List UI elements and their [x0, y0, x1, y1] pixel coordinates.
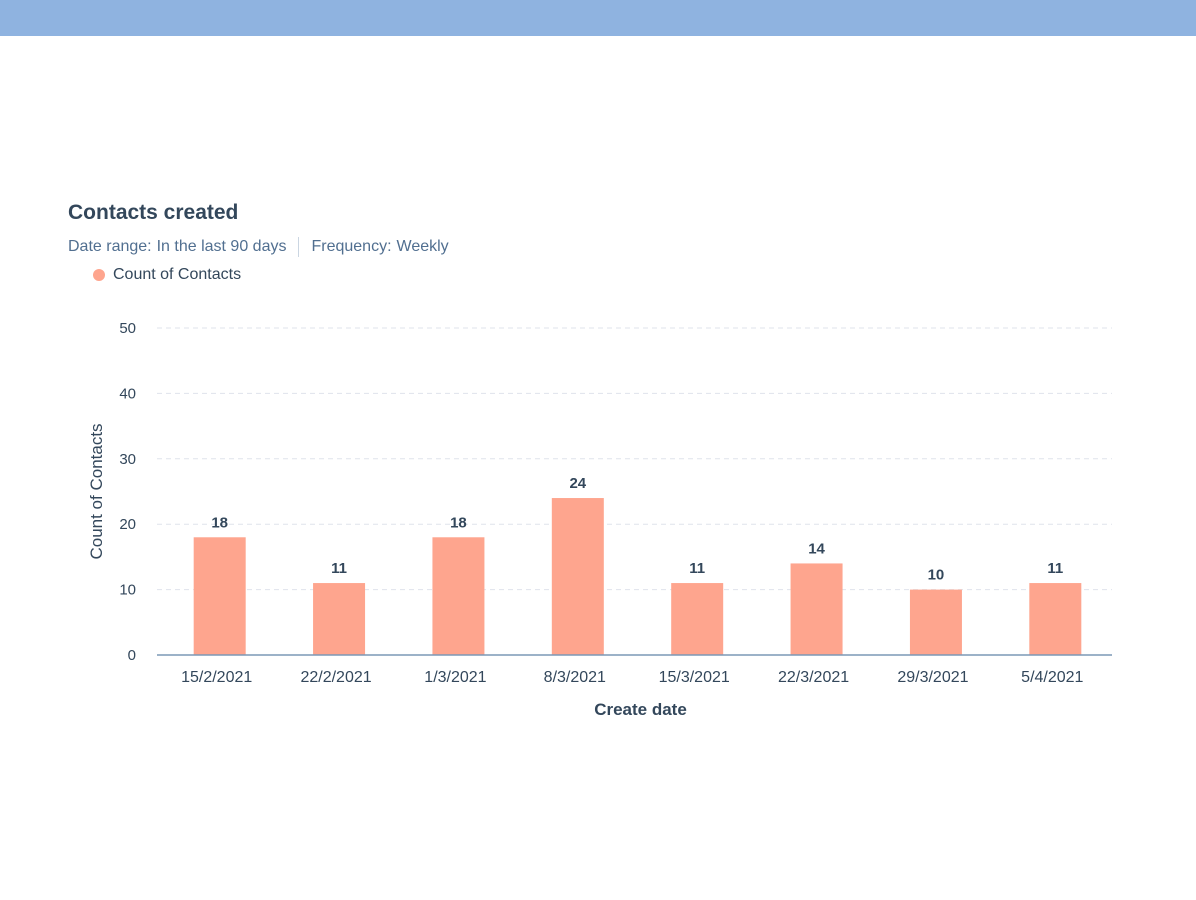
x-tick-label: 15/3/2021 — [659, 669, 730, 686]
x-tick-label: 15/2/2021 — [181, 669, 252, 686]
x-tick-label: 22/2/2021 — [300, 669, 371, 686]
x-tick-label: 5/4/2021 — [1021, 669, 1083, 686]
x-tick-label: 1/3/2021 — [424, 669, 486, 686]
x-tick-label: 29/3/2021 — [897, 669, 968, 686]
y-tick-label: 0 — [128, 647, 136, 664]
y-tick-label: 50 — [119, 320, 136, 337]
bar[interactable] — [432, 537, 485, 655]
bar[interactable] — [909, 589, 962, 655]
x-tick-label: 22/3/2021 — [778, 669, 849, 686]
y-axis-title: Count of Contacts — [87, 423, 106, 559]
bar[interactable] — [671, 583, 724, 655]
y-tick-label: 20 — [119, 516, 136, 533]
data-label: 11 — [1047, 560, 1063, 577]
y-tick-label: 10 — [119, 582, 136, 599]
frequency-value[interactable]: Weekly — [396, 238, 449, 255]
date-range-value[interactable]: In the last 90 days — [156, 238, 287, 255]
bar[interactable] — [551, 498, 604, 655]
data-label: 18 — [450, 514, 467, 531]
legend-swatch — [93, 269, 105, 281]
bar[interactable] — [313, 583, 366, 655]
y-tick-label: 30 — [119, 451, 136, 468]
report-filters: Date range: In the last 90 days Frequenc… — [68, 237, 449, 257]
data-label: 10 — [928, 567, 945, 584]
data-label: 18 — [211, 514, 228, 531]
x-axis-title: Create date — [594, 700, 687, 719]
chart-legend[interactable]: Count of Contacts — [93, 266, 241, 284]
bar[interactable] — [1029, 583, 1082, 655]
report-title: Contacts created — [68, 201, 239, 224]
legend-label: Count of Contacts — [113, 266, 242, 283]
data-label: 11 — [331, 560, 347, 577]
data-label: 14 — [808, 540, 825, 557]
frequency-label: Frequency: — [311, 238, 392, 255]
y-tick-label: 40 — [119, 385, 136, 402]
data-label: 24 — [569, 475, 586, 492]
date-range-label: Date range: — [68, 238, 152, 255]
top-header-bar — [0, 0, 1196, 36]
filter-divider — [298, 237, 300, 257]
bar[interactable] — [790, 563, 843, 655]
x-tick-label: 8/3/2021 — [544, 669, 606, 686]
bar[interactable] — [193, 537, 246, 655]
data-label: 11 — [689, 560, 705, 577]
